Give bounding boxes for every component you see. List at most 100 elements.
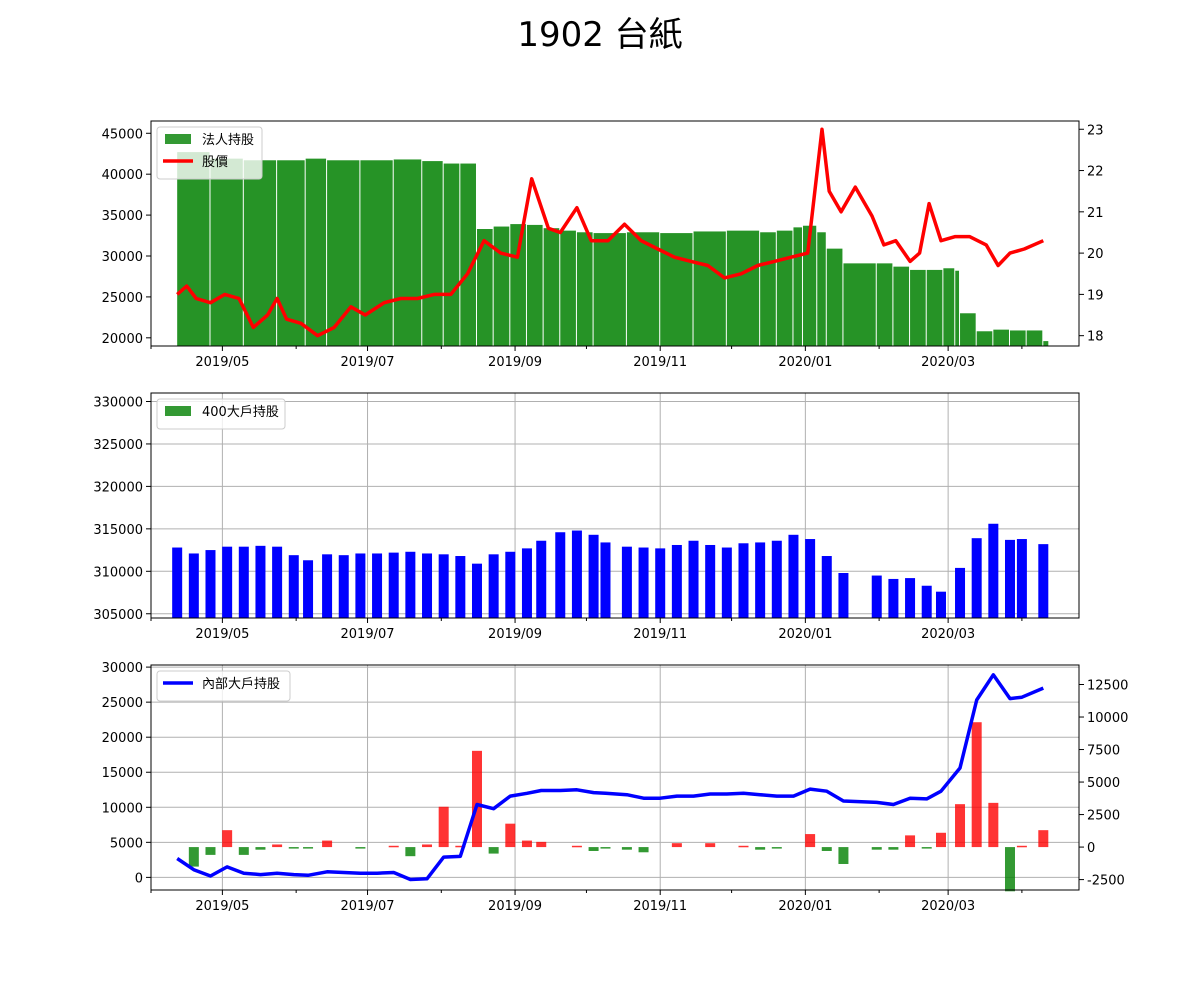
holding-bar [422,161,443,346]
y-tick-label: 30000 [102,250,143,265]
holding-bar [817,232,826,346]
top400-bar [671,544,682,618]
top400-bar [655,548,666,618]
top400-bar [771,540,782,618]
change-bar [272,844,283,848]
top400-holdings-panel: 2019/05 2019/07 2019/09 2019/11 2020/01 2020/… [93,392,1080,642]
top400-bar [355,553,366,618]
change-bar [422,844,433,848]
y-tick-label: 35000 [102,209,143,224]
holding-bar [802,225,817,346]
holding-bar [660,233,693,346]
top400-bar [238,546,249,618]
y-tick-label: 5000 [110,836,143,851]
top400-bar [1004,539,1015,618]
chart-title: 1902 台紙 [517,15,682,55]
change-bar [471,750,482,848]
x-tick-label: 2019/11 [633,899,687,914]
change-bar [303,847,314,849]
change-bar [205,847,216,855]
y-tick-label: 20000 [102,731,143,746]
holding-bar [177,152,210,346]
top400-bar [1038,544,1049,618]
x-tick-label: 2020/03 [921,355,975,370]
legend-swatch [165,406,191,416]
top400-bar [905,578,916,618]
change-bar [971,722,982,848]
change-bar [405,847,416,857]
top400-bar [455,556,466,618]
y-tick-label: 20000 [102,332,143,347]
legend-label: 股價 [202,155,228,170]
x-tick-label: 2020/01 [778,627,832,642]
change-bar [455,845,466,848]
y2-tick-label: -2500 [1087,874,1125,889]
y2-tick-label: 20 [1087,247,1104,262]
y2-tick-label: 5000 [1087,776,1120,791]
insider-line [176,673,1044,882]
institutional-holdings-panel: 2019/05 2019/07 2019/09 2019/11 2020/01 2020/… [102,120,1104,370]
holding-bar [793,227,802,346]
holding-bar [910,269,926,346]
legend-label: 400大戶持股 [202,405,279,420]
change-bar [388,845,399,848]
change-bar [322,840,333,848]
x-tick-label: 2019/05 [195,899,249,914]
y2-tick-label: 23 [1087,123,1104,138]
holding-bar [493,226,510,346]
holding-bar [593,233,626,346]
top400-bar [388,552,399,618]
change-bar [755,847,766,850]
y-tick-label: 15000 [102,766,143,781]
change-bar [288,847,299,849]
change-bar [188,847,199,867]
top400-bar [621,546,632,618]
y-tick-label: 320000 [93,480,143,495]
holding-bar [543,228,560,346]
y-tick-label: 25000 [102,291,143,306]
y-tick-label: 30000 [102,661,143,676]
y-tick-label: 305000 [93,608,143,623]
top400-bar [172,547,183,618]
price-line [176,127,1045,338]
x-tick-label: 2020/01 [778,355,832,370]
legend-swatch [165,134,191,144]
x-tick-label: 2019/05 [195,627,249,642]
holding-bar [893,266,910,346]
x-tick-label: 2019/07 [341,627,395,642]
legend-box [156,670,291,702]
change-bar [521,840,532,848]
insider-holdings-panel: 2019/05 2019/07 2019/09 2019/11 2020/01 2020/… [102,661,1129,914]
top400-bar [721,547,732,618]
holding-bar [243,160,277,346]
holding-bar [526,224,543,346]
change-bar [921,847,932,849]
change-bar [738,845,749,848]
top400-bar [272,546,283,618]
change-bar [505,823,516,848]
top400-bar [588,534,599,618]
top400-bar [888,578,899,618]
top400-bar [705,544,716,618]
y-tick-label: 330000 [93,395,143,410]
change-bar [355,847,366,849]
change-bar [600,847,611,849]
y2-tick-label: 12500 [1087,679,1128,694]
holding-bar [305,158,327,346]
top400-bar [738,543,749,618]
change-bar [988,802,999,848]
top400-bar [303,560,314,618]
change-bar [571,845,582,848]
top400-bar [438,554,449,618]
holding-bar [960,313,976,346]
holding-bar [876,263,893,346]
change-bar [438,806,449,848]
holding-bar [393,159,422,346]
change-bar [671,843,682,848]
top400-bar [805,539,816,618]
x-tick-label: 2019/09 [488,355,542,370]
holding-bar [443,163,460,346]
holding-bar [760,232,776,346]
y-tick-label: 45000 [102,127,143,142]
